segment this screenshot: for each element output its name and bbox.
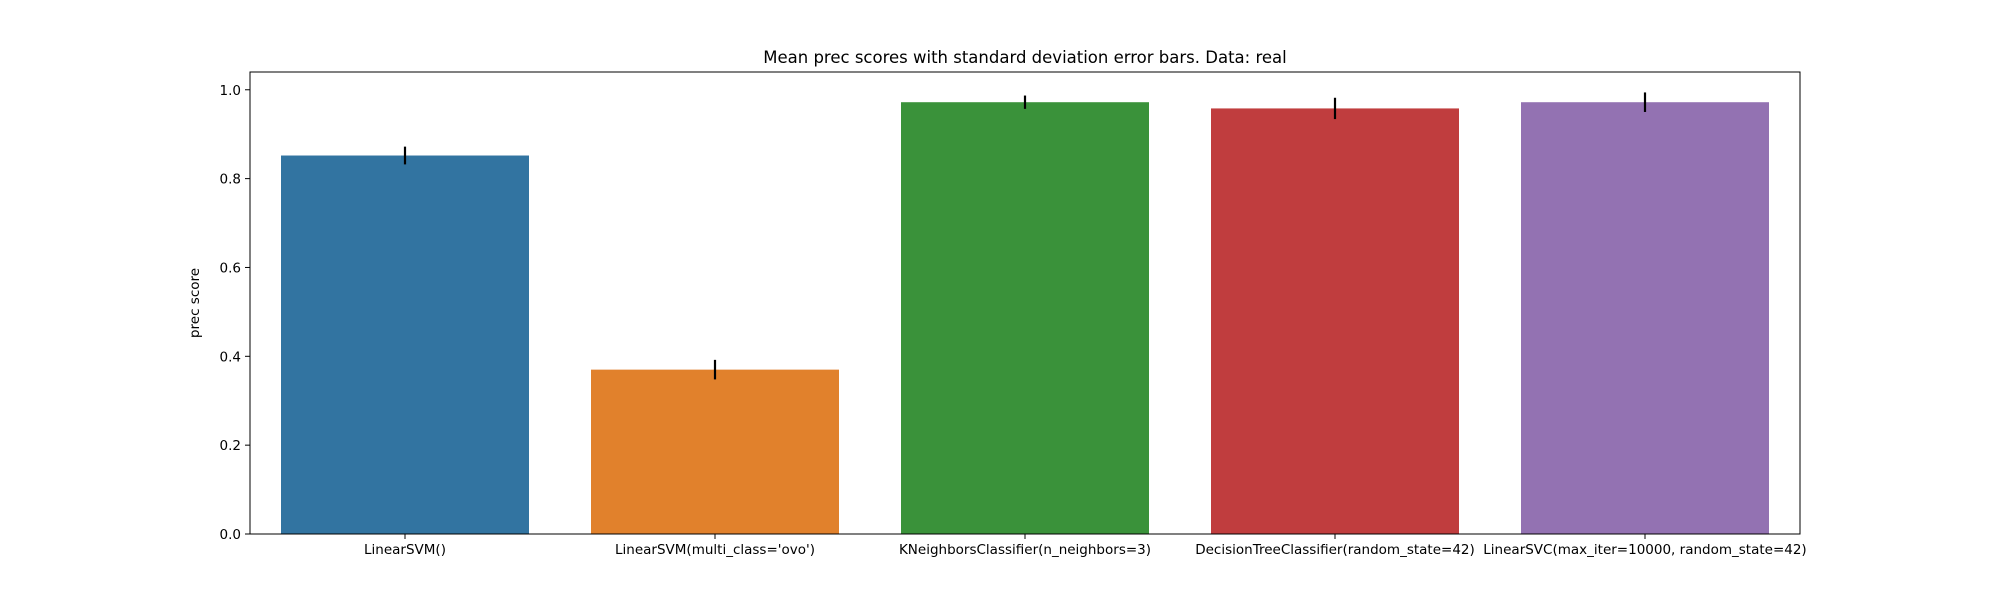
y-axis-label: prec score bbox=[187, 268, 203, 338]
x-tick-label: LinearSVC(max_iter=10000, random_state=4… bbox=[1483, 542, 1806, 558]
bar bbox=[281, 155, 529, 534]
y-tick-label: 0.4 bbox=[220, 349, 241, 365]
x-axis: LinearSVM() LinearSVM(multi_class='ovo') K… bbox=[364, 534, 1807, 558]
x-tick-label: LinearSVM(multi_class='ovo') bbox=[615, 542, 815, 558]
bar bbox=[1521, 102, 1769, 534]
y-tick-label: 0.2 bbox=[220, 438, 241, 454]
bars-group bbox=[281, 102, 1769, 534]
x-tick-label: KNeighborsClassifier(n_neighbors=3) bbox=[899, 542, 1151, 558]
bar bbox=[591, 369, 839, 534]
error-bars-group bbox=[403, 92, 1647, 380]
y-axis: 0.0 0.2 0.4 0.6 0.8 1.0 bbox=[220, 83, 250, 543]
y-tick-label: 0.0 bbox=[220, 527, 241, 543]
y-tick-label: 0.6 bbox=[220, 260, 241, 276]
x-tick-label: DecisionTreeClassifier(random_state=42) bbox=[1195, 542, 1475, 558]
bar bbox=[1211, 108, 1459, 534]
y-tick-label: 0.8 bbox=[220, 172, 241, 188]
y-tick-label: 1.0 bbox=[220, 83, 241, 99]
chart-title: Mean prec scores with standard deviation… bbox=[763, 48, 1286, 67]
plot-frame bbox=[249, 71, 1801, 535]
bar bbox=[901, 102, 1149, 534]
x-tick-label: LinearSVM() bbox=[364, 542, 446, 558]
